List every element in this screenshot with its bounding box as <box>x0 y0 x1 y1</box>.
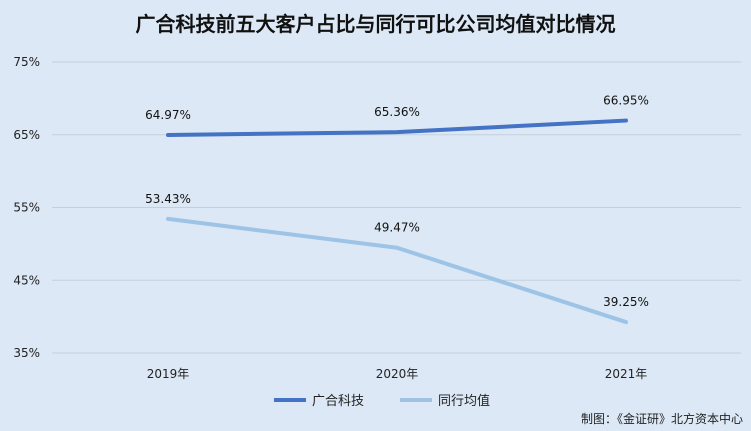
chart-title: 广合科技前五大客户占比与同行可比公司均值对比情况 <box>135 12 616 36</box>
data-label: 49.47% <box>374 221 420 235</box>
data-label: 66.95% <box>603 94 649 108</box>
y-tick-label: 45% <box>13 273 40 287</box>
y-tick-label: 35% <box>13 346 40 360</box>
y-tick-label: 65% <box>13 128 40 142</box>
x-tick-label: 2019年 <box>147 367 190 381</box>
data-label: 65.36% <box>374 105 420 119</box>
legend-label: 广合科技 <box>312 394 364 409</box>
legend-label: 同行均值 <box>438 393 490 409</box>
y-tick-label: 55% <box>13 201 40 215</box>
data-label: 39.25% <box>603 295 649 309</box>
y-tick-label: 75% <box>13 55 40 69</box>
source-note: 制图：《金证研》北方资本中心 <box>580 412 743 426</box>
series-line-1 <box>166 118 628 137</box>
data-label: 53.43% <box>145 192 191 206</box>
data-label: 64.97% <box>145 108 191 122</box>
series-line-2 <box>166 216 628 325</box>
x-tick-label: 2020年 <box>376 367 419 381</box>
x-tick-label: 2021年 <box>605 367 648 381</box>
